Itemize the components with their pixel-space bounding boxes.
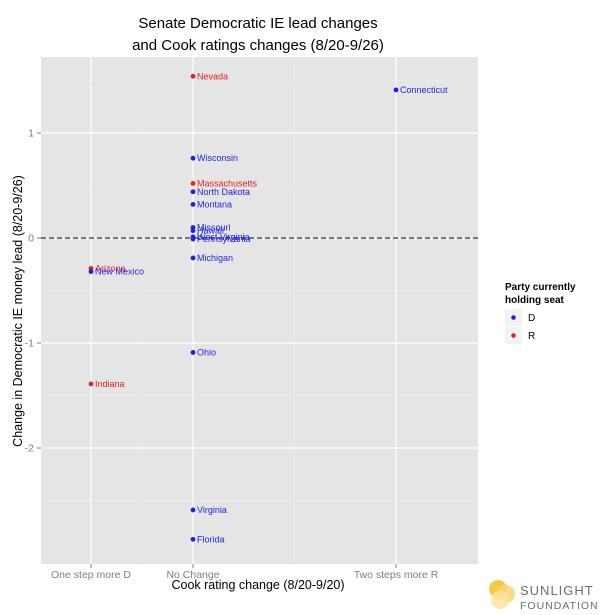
point-wisconsin — [190, 155, 196, 161]
x-tick-label: One step more D — [51, 569, 131, 581]
label-pennsylvania: Pennsylvania — [197, 234, 251, 244]
label-hawaii: Hawaii — [197, 226, 224, 236]
label-wisconsin: Wisconsin — [197, 153, 238, 163]
label-virginia: Virginia — [197, 505, 227, 515]
point-florida — [190, 536, 196, 542]
legend-key-r-marker — [511, 333, 516, 338]
point-massachusetts — [190, 181, 196, 186]
point-north-dakota — [190, 189, 196, 195]
label-indiana: Indiana — [95, 379, 125, 389]
data-points — [88, 73, 399, 542]
legend-label-d: D — [528, 313, 535, 324]
y-tick-label: -1 — [25, 338, 34, 350]
y-tick-label: -2 — [25, 443, 34, 455]
point-pennsylvania — [190, 236, 196, 242]
label-florida: Florida — [197, 534, 225, 544]
y-tick-label: 0 — [28, 233, 34, 245]
point-virginia — [190, 507, 196, 513]
label-new-mexico: New Mexico — [95, 267, 144, 277]
legend-key-d-marker — [511, 315, 516, 320]
legend-title-line2: holding seat — [505, 295, 565, 306]
y-axis-ticks: 1 0 -1 -2 — [25, 128, 41, 455]
label-nevada: Nevada — [197, 71, 228, 81]
point-nevada — [190, 73, 196, 79]
point-montana — [190, 202, 196, 207]
label-connecticut: Connecticut — [400, 85, 448, 95]
legend: Party currently holding seat D R — [505, 282, 576, 344]
label-michigan: Michigan — [197, 253, 233, 263]
label-north-dakota: North Dakota — [197, 187, 250, 197]
sunlight-logo: SUNLIGHT FOUNDATION — [489, 580, 599, 612]
x-axis-title: Cook rating change (8/20-9/20) — [171, 578, 344, 592]
minor-gridlines — [41, 57, 478, 564]
x-tick-label: Two steps more R — [354, 569, 439, 581]
label-massachusetts: Massachusetts — [197, 178, 258, 188]
label-ohio: Ohio — [197, 347, 216, 357]
point-hawaii — [190, 228, 196, 234]
label-arizona: Arizona — [95, 263, 126, 273]
label-missouri: Missouri — [197, 223, 231, 233]
label-montana: Montana — [197, 199, 232, 209]
sunlight-logo-icon — [489, 580, 515, 609]
point-michigan — [190, 255, 196, 261]
point-connecticut — [393, 87, 399, 93]
y-axis-title: Change in Democratic IE money lead (8/20… — [11, 175, 25, 447]
legend-title-line1: Party currently — [505, 282, 576, 293]
legend-label-r: R — [528, 331, 535, 342]
point-ohio — [190, 350, 196, 355]
plot-panel — [41, 57, 478, 564]
x-axis-ticks: One step more D No Change Two steps more R — [51, 564, 439, 581]
y-tick-label: 1 — [28, 128, 34, 140]
point-indiana — [88, 381, 94, 387]
chart-title: Senate Democratic IE lead changes — [138, 15, 377, 32]
label-west-virginia: West Virginia — [197, 232, 250, 242]
logo-text-line2: FOUNDATION — [520, 600, 599, 612]
logo-text-line1: SUNLIGHT — [520, 583, 594, 598]
x-tick-label: No Change — [166, 569, 219, 581]
chart-subtitle: and Cook ratings changes (8/20-9/26) — [132, 37, 384, 54]
point-new-mexico — [88, 269, 94, 274]
data-point-labels: NevadaConnecticutWisconsinMassachusettsN… — [95, 71, 448, 544]
